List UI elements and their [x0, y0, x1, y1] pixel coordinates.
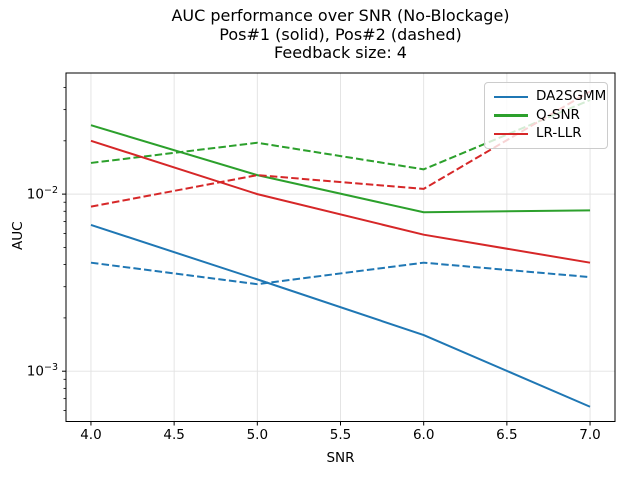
series-line-q-snr-pos2: [90, 99, 591, 171]
legend-line-swatch: [494, 132, 528, 136]
x-axis-label: SNR: [326, 450, 355, 466]
x-tick-label: 6.5: [496, 427, 517, 443]
legend-line-swatch: [494, 95, 528, 99]
legend-item-label: Q-SNR: [536, 106, 580, 123]
y-tick-label: 10−2: [27, 185, 58, 203]
y-tick-label: 10−3: [27, 362, 58, 380]
chart-title-line2: Pos#1 (solid), Pos#2 (dashed): [219, 24, 462, 44]
legend-item: DA2SGMM: [494, 90, 606, 104]
series-line-da2sgmm-pos1: [90, 223, 591, 408]
legend-item: Q-SNR: [494, 106, 599, 123]
x-tick-label: 7.0: [579, 427, 600, 443]
series-line-da2sgmm-pos2: [90, 261, 591, 286]
legend-line-swatch: [494, 114, 528, 117]
x-tick-label: 6.0: [413, 427, 434, 443]
chart-title-line3: Feedback size: 4: [274, 43, 407, 62]
chart-title: AUC performance over SNR (No-Blockage) P…: [66, 6, 615, 63]
x-tick-label: 5.5: [330, 427, 351, 443]
legend: DA2SGMM Q-SNR LR-LLR: [484, 82, 608, 149]
y-axis-label: AUC: [10, 221, 26, 250]
legend-item: LR-LLR: [494, 127, 599, 141]
x-tick-label: 4.0: [80, 427, 101, 443]
x-tick-label: 5.0: [247, 427, 268, 443]
legend-item-label: LR-LLR: [536, 125, 582, 142]
series-line-q-snr-pos1: [90, 124, 591, 214]
chart-title-line1: AUC performance over SNR (No-Blockage): [171, 6, 510, 25]
series-line-lr-llr-pos1: [90, 139, 591, 264]
x-tick-label: 4.5: [163, 427, 184, 443]
legend-item-label: DA2SGMM: [536, 88, 607, 105]
